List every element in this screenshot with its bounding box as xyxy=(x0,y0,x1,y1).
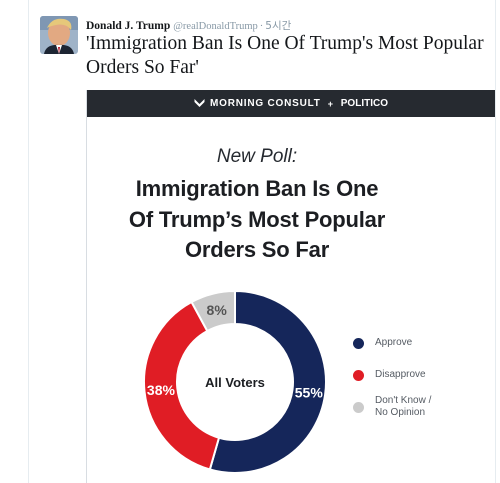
legend-swatch-3 xyxy=(353,402,364,413)
poll-subtitle: New Poll: xyxy=(216,146,298,167)
donut-slice-approve xyxy=(208,289,327,474)
donut-slice-disapprove xyxy=(143,300,221,471)
legend-label-2: Disapprove xyxy=(375,369,426,380)
legend-swatch-1 xyxy=(353,338,364,349)
banner-politico: POLITICO xyxy=(340,98,388,109)
donut-label-2: 38% xyxy=(147,382,176,398)
avatar[interactable] xyxy=(40,16,78,54)
poll-title-line-3: Orders So Far xyxy=(184,237,330,262)
header-separator: · xyxy=(259,21,264,32)
banner-content: MORNING CONSULT + POLITICO xyxy=(87,90,495,117)
donut-center-label: All Voters xyxy=(205,375,265,390)
timeline-divider-left xyxy=(28,0,29,483)
avatar-image xyxy=(40,16,78,54)
legend-swatch-2 xyxy=(353,370,364,381)
donut-label-3: 8% xyxy=(207,302,228,318)
legend-label-1: Approve xyxy=(375,337,413,348)
banner-morning-consult: MORNING CONSULT xyxy=(210,98,321,109)
display-name[interactable]: Donald J. Trump xyxy=(86,20,171,32)
tweet-timestamp[interactable]: 5시간 xyxy=(265,20,292,32)
poll-title-line-2: Of Trump’s Most Popular xyxy=(128,206,386,232)
tweet-header: Donald J. Trump @realDonaldTrump · 5시간 xyxy=(86,16,291,34)
donut-slice-don-t-know-no-opinion xyxy=(190,289,236,333)
legend-label-3-line-2: No Opinion xyxy=(375,407,426,418)
card-banner: MORNING CONSULT + POLITICO xyxy=(87,90,495,117)
donut-chart: 55% 38% 8% All Voters xyxy=(143,289,327,474)
donut-label-1: 55% xyxy=(295,384,324,400)
poll-title: Immigration Ban Is One Of Trump’s Most P… xyxy=(87,174,427,266)
legend-label-3-line-1: Don't Know / xyxy=(375,395,432,406)
timeline-divider-right xyxy=(495,0,496,483)
user-handle[interactable]: @realDonaldTrump xyxy=(173,21,258,32)
poll-title-line-1: Immigration Ban Is One xyxy=(135,176,379,201)
banner-plus: + xyxy=(327,98,334,109)
morning-consult-logo-icon xyxy=(194,99,205,107)
poll-image-card[interactable]: MORNING CONSULT + POLITICO New Poll: Imm… xyxy=(86,90,495,483)
tweet-text: 'Immigration Ban Is One Of Trump's Most … xyxy=(86,33,484,78)
